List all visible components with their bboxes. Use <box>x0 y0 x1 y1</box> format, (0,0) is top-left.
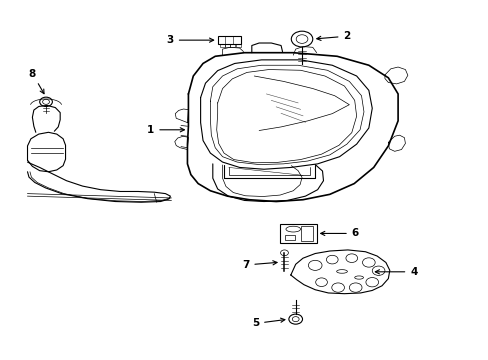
Bar <box>219 44 224 47</box>
Text: 3: 3 <box>166 35 213 45</box>
Text: 6: 6 <box>320 229 358 238</box>
Bar <box>235 44 240 47</box>
Text: 8: 8 <box>29 68 44 94</box>
Bar <box>301 226 312 240</box>
Text: 2: 2 <box>316 31 350 41</box>
Bar <box>230 44 235 47</box>
Text: 5: 5 <box>251 318 285 328</box>
Bar <box>217 36 241 44</box>
Text: 7: 7 <box>242 260 277 270</box>
Bar <box>224 44 229 47</box>
Bar <box>279 224 316 243</box>
Text: 4: 4 <box>374 267 417 277</box>
Bar <box>285 235 295 240</box>
Text: 1: 1 <box>147 125 184 135</box>
